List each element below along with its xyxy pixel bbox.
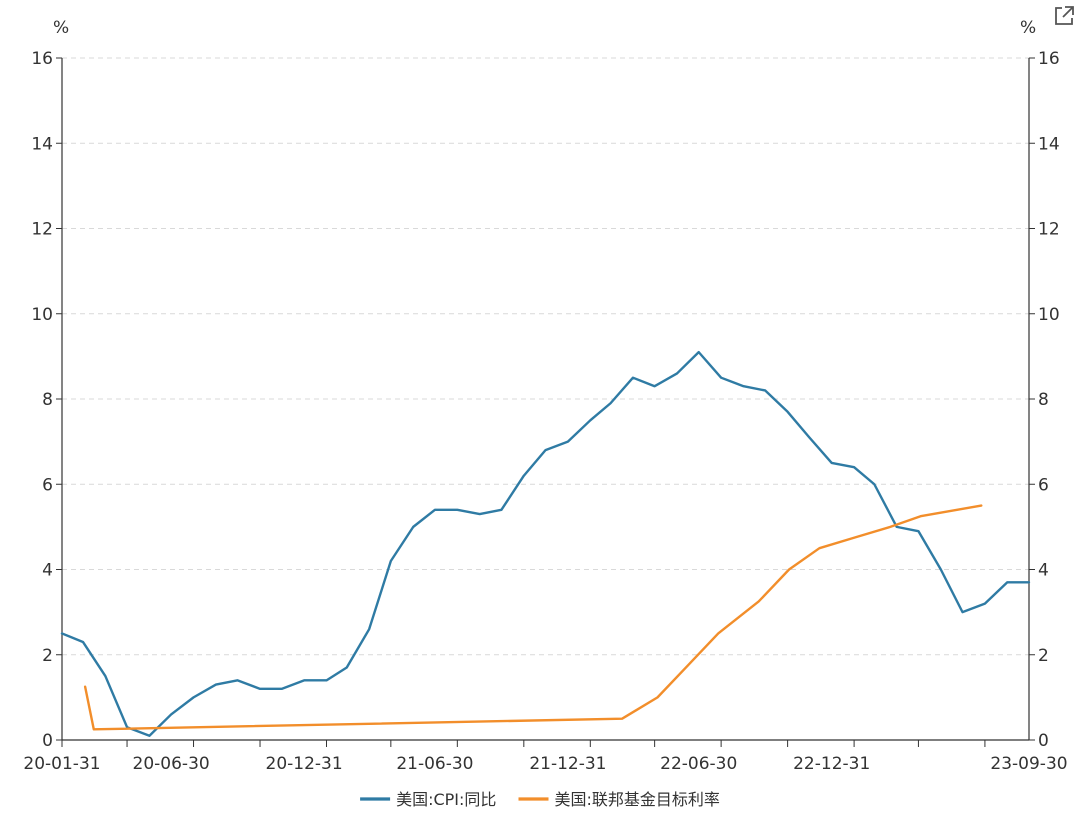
y-ticks: 0 0 2 2 4 4 6 6 8 8 10 10 12 12 14 14 16 16 xyxy=(31,49,1059,751)
export-button[interactable] xyxy=(1052,4,1076,28)
x-tick-label: 23-09-30 xyxy=(990,754,1067,774)
left-y-tick-label: 6 xyxy=(42,475,53,495)
left-y-tick-label: 2 xyxy=(42,646,53,666)
right-y-tick-label: 2 xyxy=(1038,646,1049,666)
legend-label: 美国:联邦基金目标利率 xyxy=(555,790,720,809)
left-y-tick-label: 0 xyxy=(42,731,53,751)
x-tick-label: 21-12-31 xyxy=(529,754,606,774)
x-tick-label: 22-06-30 xyxy=(660,754,737,774)
left-y-tick-label: 4 xyxy=(42,561,53,581)
left-y-tick-label: 16 xyxy=(31,49,53,69)
right-y-tick-label: 0 xyxy=(1038,731,1049,751)
left-y-tick-label: 12 xyxy=(31,220,53,240)
external-link-icon xyxy=(1055,6,1074,25)
legend-item-1[interactable]: 美国:CPI:同比 xyxy=(360,790,496,809)
x-tick-label: 22-12-31 xyxy=(793,754,870,774)
x-tick-label: 20-01-31 xyxy=(23,754,100,774)
right-y-tick-label: 6 xyxy=(1038,475,1049,495)
right-y-tick-label: 16 xyxy=(1038,49,1060,69)
right-y-tick-label: 10 xyxy=(1038,305,1060,325)
right-y-tick-label: 4 xyxy=(1038,561,1049,581)
legend[interactable]: 美国:CPI:同比 美国:联邦基金目标利率 xyxy=(360,790,720,809)
left-y-tick-label: 10 xyxy=(31,305,53,325)
legend-label: 美国:CPI:同比 xyxy=(396,790,496,809)
left-y-tick-label: 8 xyxy=(42,390,53,410)
series-line-2 xyxy=(83,504,983,731)
x-ticks: 20-01-31 20-06-30 20-12-31 21-06-30 21-12-31… xyxy=(23,740,1068,774)
x-tick-label: 20-12-31 xyxy=(266,754,343,774)
right-y-unit-label: % xyxy=(1020,18,1036,38)
left-y-tick-label: 14 xyxy=(31,134,53,154)
x-tick-label: 20-06-30 xyxy=(133,754,210,774)
series-lines xyxy=(60,350,1031,737)
left-y-unit-label: % xyxy=(53,18,69,38)
right-y-tick-label: 14 xyxy=(1038,134,1060,154)
x-tick-label: 21-06-30 xyxy=(396,754,473,774)
axes: % % xyxy=(53,18,1036,741)
right-y-tick-label: 8 xyxy=(1038,390,1049,410)
right-y-tick-label: 12 xyxy=(1038,220,1060,240)
grid-lines xyxy=(62,57,1029,656)
legend-item-2[interactable]: 美国:联邦基金目标利率 xyxy=(518,790,720,809)
series-line-1 xyxy=(60,350,1031,737)
